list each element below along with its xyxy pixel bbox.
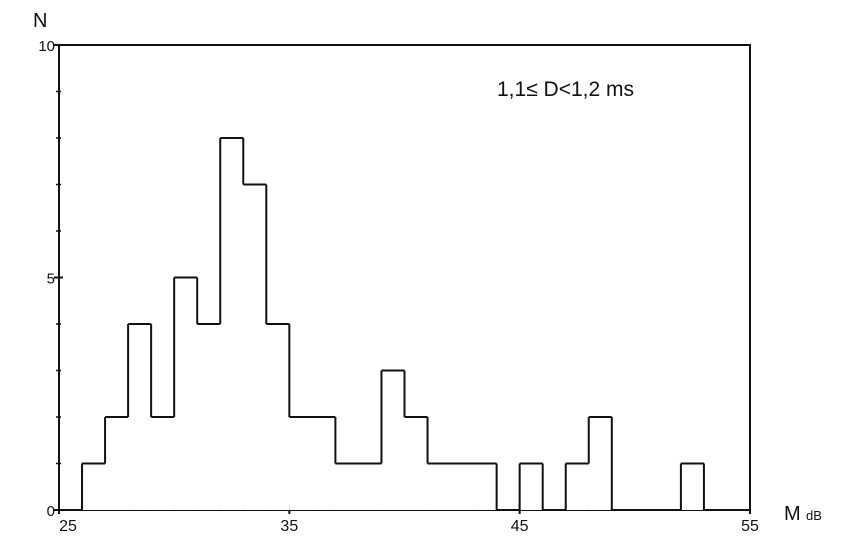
histogram-bar-41 — [427, 463, 451, 510]
histogram-bar-28 — [128, 324, 152, 510]
histogram-bar-52 — [680, 463, 704, 510]
x-tick-label-25: 25 — [59, 518, 77, 535]
histogram-bars — [82, 138, 704, 510]
histogram-bar-35 — [289, 417, 313, 510]
histogram-outline — [81, 137, 705, 510]
annotation-label: 1,1≤ D<1,2 ms — [497, 78, 634, 101]
x-axis-unit: dB — [806, 508, 822, 523]
x-tick-label-35: 35 — [280, 518, 298, 535]
y-tick-label-0: 0 — [47, 503, 55, 520]
histogram-bar-47 — [565, 463, 589, 510]
histogram-bar-48 — [588, 417, 612, 510]
histogram-bar-43 — [473, 463, 497, 510]
histogram-bar-31 — [197, 324, 221, 510]
y-axis-ticks: 0 5 10 — [38, 38, 63, 520]
y-tick-label-5: 5 — [47, 271, 55, 288]
x-axis-label: M — [784, 503, 801, 525]
histogram-bar-39 — [381, 370, 405, 510]
histogram-bar-33 — [243, 184, 267, 510]
histogram-bar-42 — [450, 463, 474, 510]
x-tick-label-45: 45 — [511, 518, 529, 535]
histogram-bar-26 — [82, 463, 106, 510]
histogram-bar-29 — [151, 417, 175, 510]
histogram-bar-32 — [220, 138, 244, 510]
y-tick-label-10: 10 — [38, 38, 55, 55]
histogram-bar-36 — [312, 417, 336, 510]
histogram-bar-40 — [404, 417, 428, 510]
histogram-bar-45 — [519, 463, 543, 510]
histogram-bar-27 — [105, 417, 129, 510]
histogram-bar-37 — [335, 463, 359, 510]
y-axis-label: N — [33, 10, 47, 32]
histogram-bar-38 — [358, 463, 382, 510]
histogram-bar-30 — [174, 277, 198, 510]
histogram-bar-34 — [266, 324, 290, 510]
x-tick-label-55: 55 — [741, 518, 759, 535]
